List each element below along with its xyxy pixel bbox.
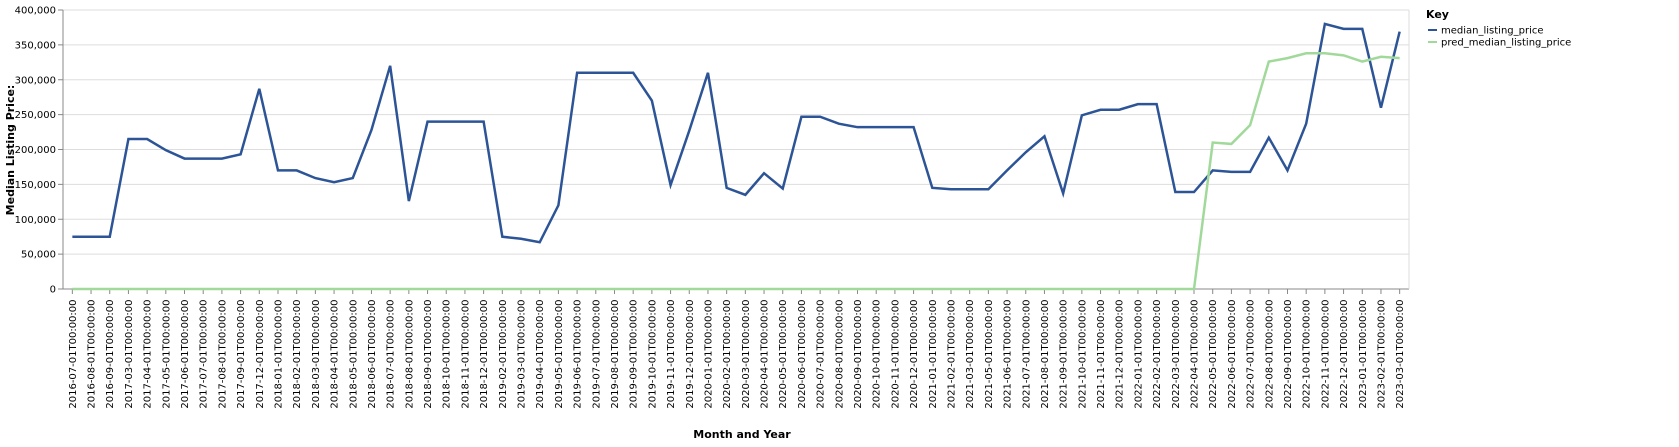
x-axis-title: Month and Year bbox=[693, 428, 791, 441]
x-tick-label: 2019-10-01T00:00:00 bbox=[647, 300, 658, 409]
y-axis-title: Median Listing Price: bbox=[4, 85, 17, 216]
x-tick-label: 2021-03-01T00:00:00 bbox=[965, 300, 976, 409]
x-tick-label: 2017-12-01T00:00:00 bbox=[255, 300, 266, 409]
x-tick-label: 2020-02-01T00:00:00 bbox=[722, 300, 733, 409]
x-tick-label: 2017-06-01T00:00:00 bbox=[180, 300, 191, 409]
x-tick-label: 2021-01-01T00:00:00 bbox=[928, 300, 939, 409]
x-tick-label: 2020-03-01T00:00:00 bbox=[741, 300, 752, 409]
y-tick-label: 200,000 bbox=[15, 145, 56, 156]
x-tick-label: 2022-08-01T00:00:00 bbox=[1264, 300, 1275, 409]
y-tick-label: 400,000 bbox=[15, 6, 56, 17]
x-tick-label: 2021-07-01T00:00:00 bbox=[1021, 300, 1032, 409]
x-tick-label: 2016-08-01T00:00:00 bbox=[87, 300, 98, 409]
x-tick-label: 2021-08-01T00:00:00 bbox=[1040, 300, 1051, 409]
legend-label: pred_median_listing_price bbox=[1441, 38, 1571, 49]
x-tick-label: 2020-11-01T00:00:00 bbox=[890, 300, 901, 409]
x-tick-label: 2019-03-01T00:00:00 bbox=[517, 300, 528, 409]
x-tick-label: 2022-02-01T00:00:00 bbox=[1152, 300, 1163, 409]
x-tick-label: 2016-07-01T00:00:00 bbox=[68, 300, 79, 409]
y-tick-label: 250,000 bbox=[15, 110, 56, 121]
x-tick-label: 2021-10-01T00:00:00 bbox=[1077, 300, 1088, 409]
x-tick-label: 2022-12-01T00:00:00 bbox=[1339, 300, 1350, 409]
x-tick-label: 2019-04-01T00:00:00 bbox=[535, 300, 546, 409]
x-tick-label: 2017-08-01T00:00:00 bbox=[217, 300, 228, 409]
x-tick-label: 2016-09-01T00:00:00 bbox=[105, 300, 116, 409]
x-tick-label: 2020-01-01T00:00:00 bbox=[703, 300, 714, 409]
x-tick-label: 2021-05-01T00:00:00 bbox=[984, 300, 995, 409]
y-tick-label: 350,000 bbox=[15, 40, 56, 51]
x-tick-label: 2018-01-01T00:00:00 bbox=[273, 300, 284, 409]
x-tick-label: 2019-02-01T00:00:00 bbox=[498, 300, 509, 409]
x-tick-label: 2017-04-01T00:00:00 bbox=[143, 300, 154, 409]
x-tick-label: 2020-04-01T00:00:00 bbox=[760, 300, 771, 409]
line bbox=[72, 22, 1401, 244]
x-tick-label: 2021-06-01T00:00:00 bbox=[1003, 300, 1014, 409]
x-tick-label: 2021-12-01T00:00:00 bbox=[1115, 300, 1126, 409]
x-tick-label: 2018-09-01T00:00:00 bbox=[423, 299, 434, 408]
x-tick-label: 2018-12-01T00:00:00 bbox=[479, 300, 490, 409]
x-tick-label: 2020-09-01T00:00:00 bbox=[853, 300, 864, 409]
x-tick-label: 2019-12-01T00:00:00 bbox=[685, 300, 696, 409]
x-tick-label: 2017-07-01T00:00:00 bbox=[199, 300, 210, 409]
y-tick-label: 0 bbox=[50, 285, 56, 296]
x-tick-label: 2022-03-01T00:00:00 bbox=[1171, 300, 1182, 409]
x-tick-label: 2020-08-01T00:00:00 bbox=[834, 300, 845, 409]
x-tick-label: 2018-10-01T00:00:00 bbox=[442, 299, 453, 408]
x-tick-label: 2023-03-01T00:00:00 bbox=[1395, 300, 1406, 409]
x-tick-label: 2018-05-01T00:00:00 bbox=[348, 300, 359, 409]
x-tick-label: 2018-03-01T00:00:00 bbox=[311, 300, 322, 409]
x-tick-label: 2022-11-01T00:00:00 bbox=[1320, 300, 1331, 409]
x-tick-label: 2021-09-01T00:00:00 bbox=[1059, 300, 1070, 409]
x-tick-label: 2022-07-01T00:00:00 bbox=[1246, 300, 1257, 409]
legend-label: median_listing_price bbox=[1441, 26, 1544, 37]
x-tick-label: 2022-01-01T00:00:00 bbox=[1133, 300, 1144, 409]
x-tick-label: 2020-07-01T00:00:00 bbox=[816, 300, 827, 409]
x-tick-label: 2022-04-01T00:00:00 bbox=[1190, 300, 1201, 409]
x-tick-label: 2021-11-01T00:00:00 bbox=[1096, 300, 1107, 409]
x-tick-label: 2020-12-01T00:00:00 bbox=[909, 300, 920, 409]
x-tick-label: 2017-09-01T00:00:00 bbox=[236, 300, 247, 409]
legend-title: Key bbox=[1426, 8, 1449, 21]
x-tick-label: 2019-08-01T00:00:00 bbox=[610, 300, 621, 409]
x-tick-label: 2018-07-01T00:00:00 bbox=[386, 300, 397, 409]
y-tick-label: 100,000 bbox=[15, 215, 56, 226]
x-tick-label: 2022-06-01T00:00:00 bbox=[1227, 300, 1238, 409]
x-tick-label: 2018-02-01T00:00:00 bbox=[292, 300, 303, 409]
x-tick-label: 2018-06-01T00:00:00 bbox=[367, 300, 378, 409]
x-tick-label: 2020-05-01T00:00:00 bbox=[778, 300, 789, 409]
x-tick-label: 2023-02-01T00:00:00 bbox=[1376, 300, 1387, 409]
x-tick-label: 2018-11-01T00:00:00 bbox=[460, 300, 471, 409]
x-tick-label: 2021-02-01T00:00:00 bbox=[946, 300, 957, 409]
x-tick-label: 2019-11-01T00:00:00 bbox=[666, 300, 677, 409]
x-tick-label: 2019-07-01T00:00:00 bbox=[591, 300, 602, 409]
x-tick-label: 2022-09-01T00:00:00 bbox=[1283, 300, 1294, 409]
y-tick-label: 300,000 bbox=[15, 75, 56, 86]
x-tick-label: 2018-04-01T00:00:00 bbox=[330, 300, 341, 409]
x-tick-label: 2017-03-01T00:00:00 bbox=[124, 300, 135, 409]
line bbox=[72, 52, 1400, 291]
x-tick-label: 2019-06-01T00:00:00 bbox=[573, 300, 584, 409]
x-tick-label: 2020-10-01T00:00:00 bbox=[872, 300, 883, 409]
x-tick-label: 2019-05-01T00:00:00 bbox=[554, 300, 565, 409]
y-tick-label: 50,000 bbox=[21, 250, 56, 261]
x-tick-label: 2020-06-01T00:00:00 bbox=[797, 300, 808, 409]
x-tick-label: 2022-05-01T00:00:00 bbox=[1208, 300, 1219, 409]
y-tick-label: 150,000 bbox=[15, 180, 56, 191]
x-tick-label: 2019-09-01T00:00:00 bbox=[629, 300, 640, 409]
x-tick-label: 2022-10-01T00:00:00 bbox=[1302, 300, 1313, 409]
x-tick-label: 2018-08-01T00:00:00 bbox=[404, 300, 415, 409]
x-tick-label: 2017-05-01T00:00:00 bbox=[161, 300, 172, 409]
x-tick-label: 2023-01-01T00:00:00 bbox=[1358, 300, 1369, 409]
